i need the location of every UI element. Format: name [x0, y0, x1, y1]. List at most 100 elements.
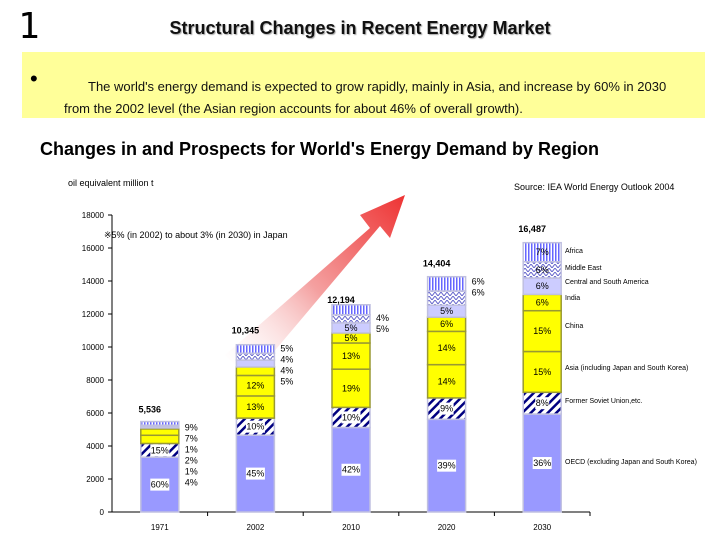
segment-label: 2%	[185, 456, 198, 466]
segment-label: 6%	[536, 265, 549, 275]
bar-segment	[140, 456, 180, 513]
x-tick-label: 2030	[533, 523, 551, 532]
x-tick-label: 2002	[247, 523, 265, 532]
y-tick-label: 0	[100, 508, 105, 517]
segment-label: 7%	[536, 247, 549, 257]
y-tick-label: 4000	[86, 442, 104, 451]
segment-label: 4%	[185, 478, 198, 488]
x-tick-label: 2010	[342, 523, 360, 532]
segment-label: 5%	[376, 324, 389, 334]
segment-label: 13%	[342, 351, 360, 361]
legend-label: China	[565, 323, 583, 330]
segment-label: 9%	[185, 423, 198, 433]
segment-label: 4%	[280, 365, 293, 375]
segment-label-bg	[341, 463, 361, 476]
source-note: Source: IEA World Energy Outlook 2004	[514, 182, 675, 192]
x-tick-label: 2020	[438, 523, 456, 532]
bar-segment	[331, 342, 371, 370]
segment-label-bg	[245, 467, 265, 480]
total-label: 16,487	[518, 224, 546, 234]
bar-segment	[426, 363, 467, 399]
bar-segment	[426, 290, 467, 306]
segment-label: 15%	[533, 326, 551, 336]
bar-segment	[426, 275, 467, 292]
y-tick-label: 16000	[82, 244, 105, 253]
segment-label-bg	[532, 457, 552, 470]
segment-label: 12%	[246, 381, 264, 391]
segment-label-bg	[150, 444, 170, 457]
bar-segment	[522, 241, 562, 263]
growth-arrow	[225, 195, 405, 380]
legend-label: Africa	[565, 248, 583, 255]
segment-label: 39%	[438, 461, 456, 471]
segment-label-bg	[439, 402, 454, 415]
chart-title: Changes in and Prospects for World's Ene…	[40, 139, 600, 159]
segment-label: 45%	[246, 469, 264, 479]
total-label: 12,194	[327, 295, 355, 305]
bar-segment	[235, 343, 276, 355]
total-label: 10,345	[232, 325, 260, 335]
segment-label: 4%	[280, 354, 293, 364]
slide-number: 1	[18, 6, 40, 47]
segment-label: 13%	[246, 402, 264, 412]
segment-label: 10%	[342, 412, 360, 422]
bar-segment	[331, 304, 371, 316]
segment-label: 60%	[151, 480, 169, 490]
x-tick-label: 1971	[151, 523, 169, 532]
segment-label: 14%	[438, 343, 456, 353]
segment-label-bg	[150, 478, 170, 491]
segment-label: 6%	[536, 281, 549, 291]
segment-label-bg	[437, 459, 457, 472]
bar-segment	[235, 366, 276, 377]
y-tick-label: 8000	[86, 376, 104, 385]
total-label: 14,404	[423, 258, 451, 268]
bar-segment	[235, 352, 276, 361]
segment-label: 5%	[344, 333, 357, 343]
segment-label: 15%	[151, 445, 169, 455]
segment-label-bg	[535, 397, 550, 410]
segment-label: 1%	[185, 445, 198, 455]
segment-label: 42%	[342, 465, 360, 475]
legend-label: Central and South America	[565, 279, 649, 286]
summary-box	[22, 52, 705, 118]
bar-segment	[331, 314, 371, 324]
segment-label: 7%	[185, 434, 198, 444]
segment-label-bg	[341, 411, 361, 424]
segment-label: 5%	[280, 376, 293, 386]
y-axis-label: oil equivalent million t	[68, 178, 154, 188]
segment-label: 6%	[536, 298, 549, 308]
legend-label: India	[565, 295, 580, 302]
y-tick-label: 2000	[86, 475, 104, 484]
segment-label: 6%	[472, 276, 485, 286]
bar-segment	[140, 420, 180, 426]
y-tick-label: 18000	[82, 211, 105, 220]
segment-label: 4%	[376, 313, 389, 323]
bullet-icon: •	[30, 66, 38, 91]
bar-segment	[235, 359, 276, 368]
segment-label: 8%	[536, 398, 549, 408]
slide-title: Structural Changes in Recent Energy Mark…	[169, 18, 551, 38]
bar-segment	[522, 350, 562, 394]
segment-label: 1%	[185, 467, 198, 477]
y-tick-label: 10000	[82, 343, 105, 352]
legend-label: Former Soviet Union,etc.	[565, 398, 642, 405]
bar-segment	[140, 434, 180, 445]
legend-label: Asia (including Japan and South Korea)	[565, 365, 688, 372]
y-tick-label: 6000	[86, 409, 104, 418]
bar-segment	[140, 428, 180, 437]
summary-text: The world's energy demand is expected to…	[64, 79, 667, 116]
segment-label: 5%	[440, 306, 453, 316]
segment-label: 10%	[246, 422, 264, 432]
legend-label: OECD (excluding Japan and South Korea)	[565, 459, 697, 466]
y-tick-label: 14000	[82, 277, 105, 286]
segment-label: 6%	[440, 319, 453, 329]
bar-segment	[522, 309, 562, 353]
y-tick-label: 12000	[82, 310, 105, 319]
segment-label: 15%	[533, 367, 551, 377]
segment-label: 19%	[342, 383, 360, 393]
segment-label: 5%	[280, 343, 293, 353]
legend-label: Middle East	[565, 265, 602, 272]
total-label: 5,536	[139, 405, 162, 415]
segment-label: 9%	[440, 404, 453, 414]
